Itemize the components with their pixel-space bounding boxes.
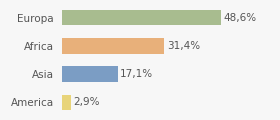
Bar: [62, 10, 221, 25]
Bar: [62, 38, 164, 54]
Text: 17,1%: 17,1%: [120, 69, 153, 79]
Bar: [62, 95, 71, 110]
Text: 2,9%: 2,9%: [74, 97, 100, 107]
Text: 48,6%: 48,6%: [223, 13, 256, 23]
Text: 31,4%: 31,4%: [167, 41, 200, 51]
Bar: [62, 66, 118, 82]
